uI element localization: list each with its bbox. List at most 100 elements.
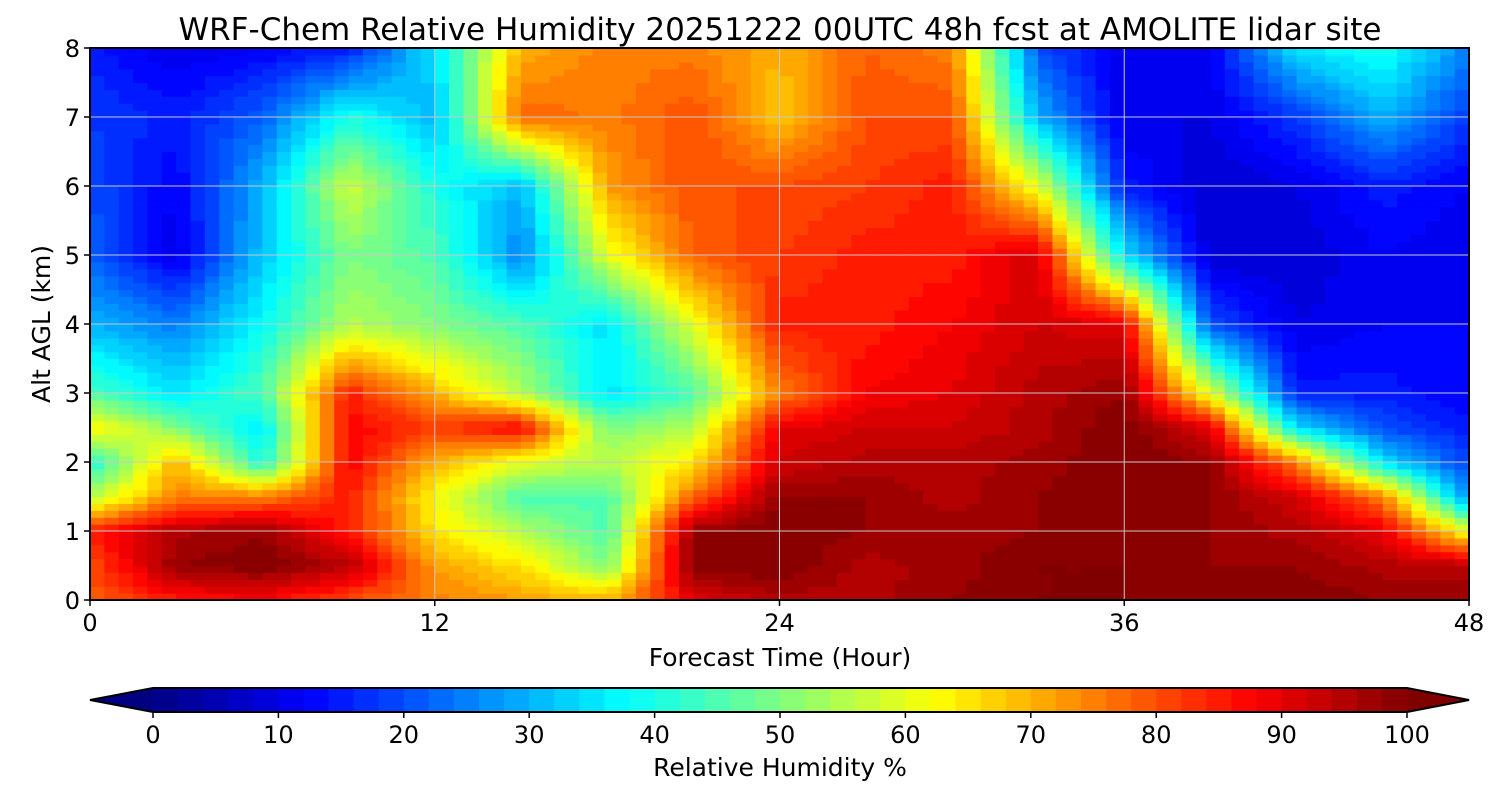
- heatmap-cell: [678, 199, 694, 208]
- heatmap-cell: [147, 517, 163, 525]
- heatmap-cell: [276, 158, 292, 166]
- heatmap-cell: [549, 144, 565, 153]
- heatmap-cell: [204, 441, 220, 449]
- heatmap-cell: [650, 241, 666, 249]
- heatmap-cell: [578, 48, 594, 56]
- heatmap-cell: [549, 317, 565, 325]
- heatmap-cell: [635, 462, 651, 470]
- heatmap-cell: [578, 489, 594, 498]
- heatmap-cell: [908, 199, 924, 208]
- heatmap-cell: [908, 248, 924, 256]
- heatmap-cell: [104, 579, 120, 587]
- heatmap-cell: [118, 455, 134, 463]
- heatmap-cell: [664, 358, 680, 366]
- heatmap-cell: [348, 213, 364, 222]
- heatmap-cell: [793, 551, 809, 560]
- heatmap-cell: [233, 524, 249, 532]
- heatmap-cell: [592, 82, 608, 90]
- heatmap-cell: [664, 482, 680, 491]
- heatmap-cell: [319, 192, 335, 201]
- heatmap-cell: [305, 172, 321, 180]
- heatmap-cell: [564, 551, 579, 560]
- heatmap-cell: [592, 434, 608, 442]
- heatmap-cell: [549, 206, 565, 215]
- heatmap-cell: [779, 137, 795, 146]
- heatmap-cell: [477, 317, 493, 325]
- heatmap-cell: [707, 186, 723, 194]
- heatmap-cell: [90, 89, 105, 97]
- heatmap-cell: [578, 89, 594, 97]
- heatmap-cell: [305, 462, 321, 470]
- heatmap-cell: [391, 89, 407, 97]
- heatmap-cell: [204, 379, 220, 387]
- heatmap-cell: [592, 248, 608, 256]
- heatmap-cell: [118, 151, 134, 159]
- heatmap-cell: [291, 330, 307, 339]
- heatmap-cell: [104, 406, 120, 415]
- heatmap-cell: [707, 158, 723, 166]
- heatmap-cell: [650, 317, 666, 325]
- heatmap-cell: [133, 255, 149, 263]
- heatmap-cell: [822, 172, 838, 180]
- heatmap-cell: [908, 82, 924, 90]
- heatmap-cell: [348, 220, 364, 228]
- heatmap-cell: [564, 489, 579, 498]
- heatmap-cell: [291, 123, 307, 132]
- heatmap-cell: [406, 324, 421, 332]
- heatmap-cell: [908, 462, 924, 470]
- heatmap-cell: [477, 192, 493, 201]
- heatmap-cell: [147, 434, 163, 442]
- heatmap-cell: [391, 441, 407, 449]
- heatmap-cell: [880, 489, 896, 498]
- heatmap-cell: [420, 158, 436, 166]
- heatmap-cell: [161, 248, 177, 256]
- heatmap-cell: [664, 593, 680, 601]
- heatmap-cell: [477, 344, 493, 353]
- heatmap-cell: [908, 544, 924, 553]
- heatmap-cell: [664, 365, 680, 373]
- heatmap-cell: [406, 379, 421, 387]
- heatmap-cell: [434, 344, 450, 353]
- heatmap-cell: [980, 406, 996, 415]
- heatmap-cell: [219, 103, 235, 111]
- heatmap-cell: [822, 427, 838, 435]
- heatmap-cell: [334, 117, 350, 125]
- heatmap-cell: [535, 544, 551, 553]
- heatmap-cell: [535, 531, 551, 539]
- heatmap-cell: [492, 496, 508, 504]
- heatmap-cell: [937, 586, 953, 594]
- heatmap-cell: [564, 123, 579, 132]
- heatmap-cell: [650, 234, 666, 242]
- heatmap-cell: [722, 137, 737, 146]
- heatmap-cell: [678, 137, 694, 146]
- heatmap-cell: [161, 310, 177, 318]
- heatmap-cell: [248, 386, 263, 394]
- heatmap-cell: [966, 358, 982, 366]
- heatmap-cell: [707, 103, 723, 111]
- heatmap-cell: [707, 330, 723, 339]
- heatmap-cell: [477, 510, 493, 518]
- heatmap-cell: [305, 255, 321, 263]
- heatmap-cell: [664, 206, 680, 215]
- heatmap-cell: [549, 593, 565, 601]
- heatmap-cell: [937, 158, 953, 166]
- heatmap-cell: [420, 199, 436, 208]
- heatmap-cell: [937, 455, 953, 463]
- heatmap-cell: [262, 165, 278, 173]
- heatmap-cell: [880, 61, 896, 70]
- heatmap-cell: [362, 303, 378, 311]
- heatmap-cell: [779, 427, 795, 435]
- heatmap-cell: [147, 130, 163, 139]
- heatmap-cell: [894, 565, 910, 573]
- heatmap-cell: [133, 399, 149, 408]
- heatmap-cell: [204, 399, 220, 408]
- heatmap-cell: [750, 179, 766, 187]
- heatmap-cell: [650, 448, 666, 456]
- heatmap-cell: [736, 413, 752, 422]
- heatmap-cell: [348, 255, 364, 263]
- heatmap-cell: [937, 234, 953, 242]
- heatmap-cell: [90, 68, 105, 77]
- heatmap-cell: [276, 220, 292, 228]
- heatmap-cell: [434, 324, 450, 332]
- heatmap-cell: [420, 579, 436, 587]
